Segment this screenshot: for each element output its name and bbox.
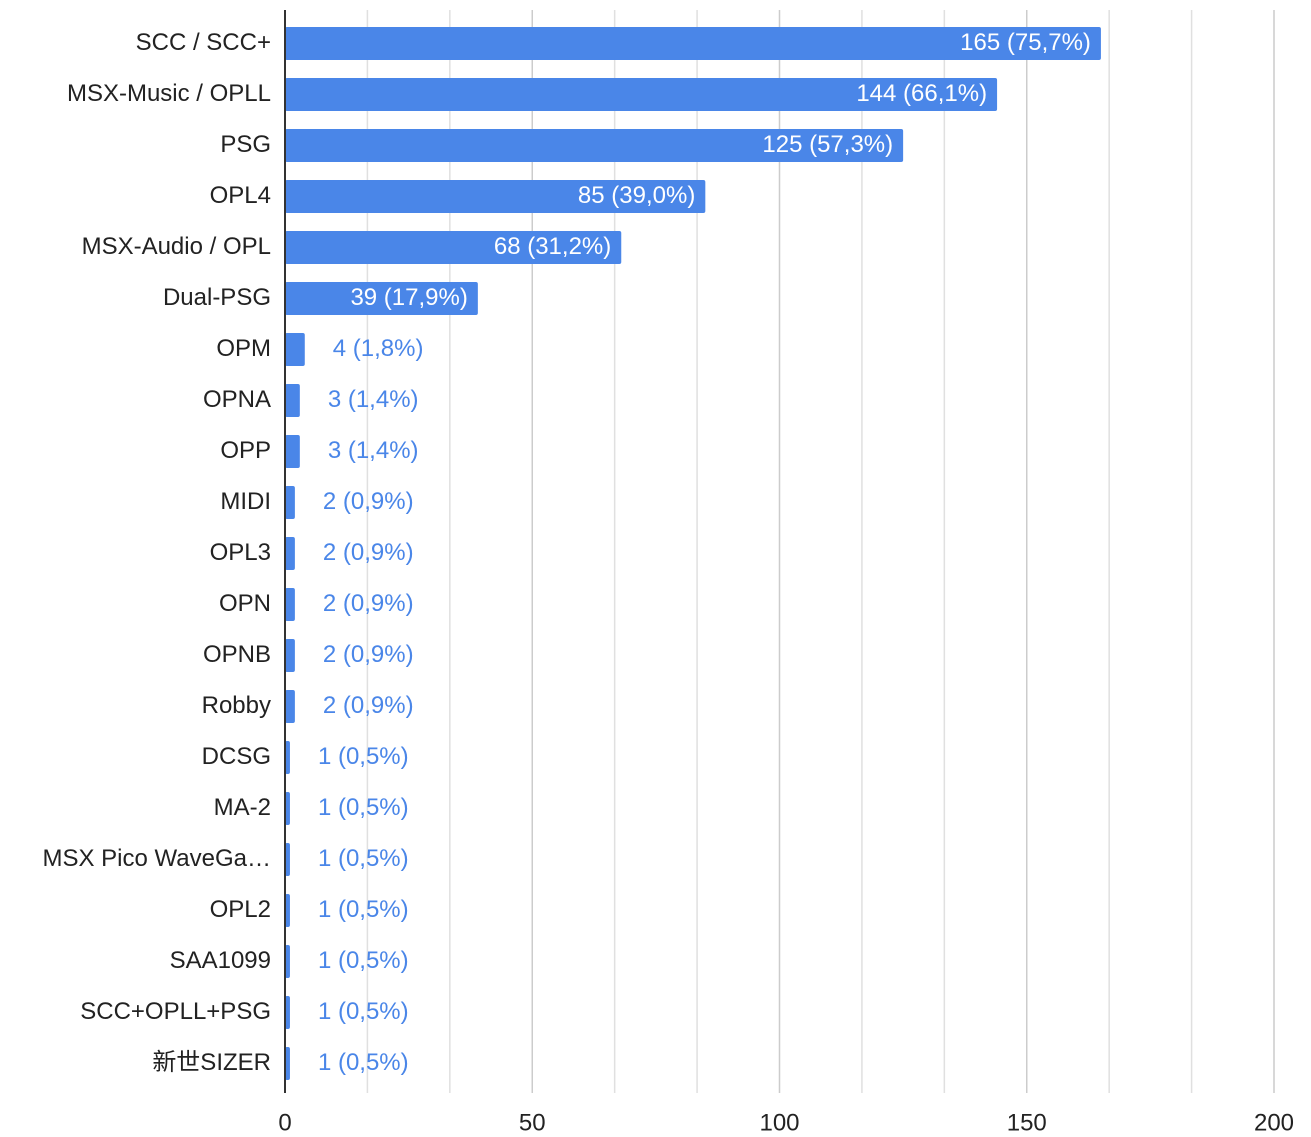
bar	[285, 486, 295, 519]
bar	[285, 78, 998, 111]
y-tick-label: Dual-PSG	[163, 284, 271, 311]
value-label: 165 (75,7%)	[960, 29, 1091, 56]
bar	[285, 231, 622, 264]
x-tick-label: 0	[278, 1109, 291, 1136]
value-label: 1 (0,5%)	[318, 743, 409, 770]
x-tick-label: 50	[519, 1109, 546, 1136]
y-tick-label: OPM	[216, 335, 271, 362]
x-tick-label: 100	[759, 1109, 799, 1136]
y-tick-label: SAA1099	[170, 947, 271, 974]
y-tick-label: OPN	[219, 590, 271, 617]
bar	[285, 894, 290, 927]
bar	[285, 843, 290, 876]
value-label: 1 (0,5%)	[318, 1049, 409, 1076]
value-label: 1 (0,5%)	[318, 845, 409, 872]
y-tick-label: MSX Pico WaveGa…	[42, 845, 271, 872]
bar	[285, 537, 295, 570]
value-label: 3 (1,4%)	[328, 386, 419, 413]
value-label: 2 (0,9%)	[323, 641, 414, 668]
value-label: 2 (0,9%)	[323, 539, 414, 566]
bar	[285, 129, 904, 162]
bar	[285, 639, 295, 672]
value-label: 3 (1,4%)	[328, 437, 419, 464]
value-label: 1 (0,5%)	[318, 947, 409, 974]
y-tick-label: SCC+OPLL+PSG	[80, 998, 271, 1025]
x-tick-label: 200	[1254, 1109, 1294, 1136]
value-label: 1 (0,5%)	[318, 896, 409, 923]
value-label: 4 (1,8%)	[333, 335, 424, 362]
bar	[285, 1047, 290, 1080]
value-label: 85 (39,0%)	[578, 182, 695, 209]
bar	[285, 792, 290, 825]
y-tick-label: PSG	[220, 131, 271, 158]
y-tick-label: OPNA	[203, 386, 271, 413]
bar	[285, 741, 290, 774]
bar	[285, 333, 305, 366]
value-label: 2 (0,9%)	[323, 692, 414, 719]
y-tick-label: OPP	[220, 437, 271, 464]
value-label: 125 (57,3%)	[762, 131, 893, 158]
bar	[285, 996, 290, 1029]
y-tick-label: OPL3	[210, 539, 271, 566]
y-tick-label: MSX-Audio / OPL	[82, 233, 271, 260]
y-tick-label: OPL2	[210, 896, 271, 923]
bar	[285, 27, 1101, 60]
x-tick-label: 150	[1007, 1109, 1047, 1136]
bar	[285, 945, 290, 978]
y-tick-label: 新世SIZER	[152, 1049, 271, 1076]
value-label: 2 (0,9%)	[323, 590, 414, 617]
y-tick-label: DCSG	[202, 743, 271, 770]
value-label: 144 (66,1%)	[856, 80, 987, 107]
bar	[285, 588, 295, 621]
bar	[285, 690, 295, 723]
y-tick-label: MIDI	[220, 488, 271, 515]
y-tick-label: OPL4	[210, 182, 271, 209]
y-tick-label: SCC / SCC+	[136, 29, 271, 56]
y-tick-label: Robby	[202, 692, 271, 719]
value-label: 68 (31,2%)	[494, 233, 611, 260]
value-label: 39 (17,9%)	[350, 284, 467, 311]
bar	[285, 435, 300, 468]
value-label: 1 (0,5%)	[318, 794, 409, 821]
y-tick-label: MA-2	[214, 794, 271, 821]
y-tick-label: OPNB	[203, 641, 271, 668]
value-label: 2 (0,9%)	[323, 488, 414, 515]
bar	[285, 282, 478, 315]
value-label: 1 (0,5%)	[318, 998, 409, 1025]
y-tick-label: MSX-Music / OPLL	[67, 80, 271, 107]
bar	[285, 180, 706, 213]
bar	[285, 384, 300, 417]
